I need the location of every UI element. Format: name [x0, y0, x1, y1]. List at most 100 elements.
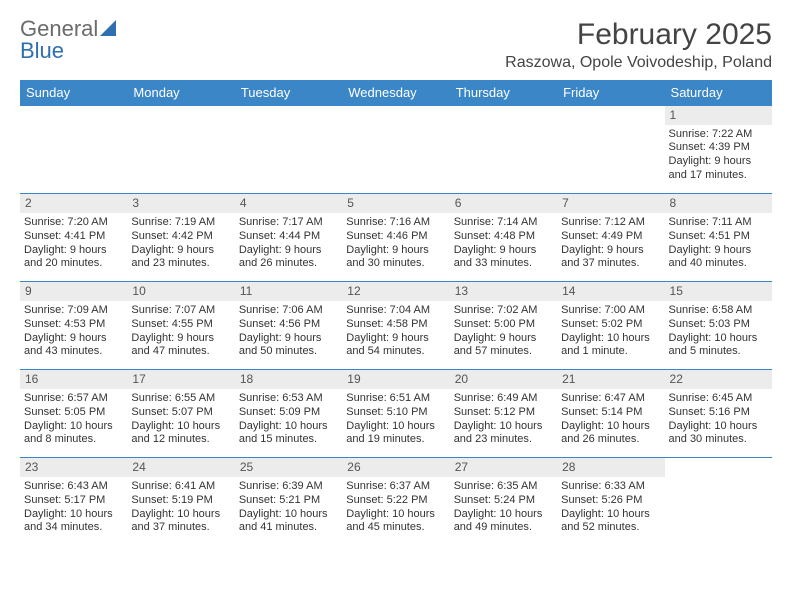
calendar-cell: [342, 106, 449, 194]
sunrise-text: Sunrise: 6:33 AM: [561, 480, 660, 494]
sunrise-text: Sunrise: 7:19 AM: [131, 216, 230, 230]
sunrise-text: Sunrise: 6:49 AM: [454, 392, 553, 406]
day-number: 18: [235, 370, 342, 389]
calendar-cell: 10Sunrise: 7:07 AMSunset: 4:55 PMDayligh…: [127, 282, 234, 370]
logo-sail-icon: [100, 20, 120, 36]
sunrise-text: Sunrise: 7:06 AM: [239, 304, 338, 318]
calendar-cell: 26Sunrise: 6:37 AMSunset: 5:22 PMDayligh…: [342, 458, 449, 546]
weekday-header-row: Sunday Monday Tuesday Wednesday Thursday…: [20, 80, 772, 106]
daylight-text: Daylight: 10 hours and 1 minute.: [561, 332, 660, 360]
calendar-cell: [557, 106, 664, 194]
day-number: 14: [557, 282, 664, 301]
daylight-text: Daylight: 10 hours and 12 minutes.: [131, 420, 230, 448]
daylight-text: Daylight: 9 hours and 33 minutes.: [454, 244, 553, 272]
calendar-cell: 7Sunrise: 7:12 AMSunset: 4:49 PMDaylight…: [557, 194, 664, 282]
day-number: 25: [235, 458, 342, 477]
sunrise-text: Sunrise: 6:35 AM: [454, 480, 553, 494]
sunset-text: Sunset: 4:42 PM: [131, 230, 230, 244]
calendar-row: 23Sunrise: 6:43 AMSunset: 5:17 PMDayligh…: [20, 458, 772, 546]
calendar-cell: [20, 106, 127, 194]
day-number: 3: [127, 194, 234, 213]
logo-text-2: Blue: [20, 38, 64, 63]
page-title: February 2025: [505, 18, 772, 52]
sunrise-text: Sunrise: 7:16 AM: [346, 216, 445, 230]
daylight-text: Daylight: 9 hours and 43 minutes.: [24, 332, 123, 360]
day-number: 2: [20, 194, 127, 213]
day-number: 4: [235, 194, 342, 213]
calendar-cell: 12Sunrise: 7:04 AMSunset: 4:58 PMDayligh…: [342, 282, 449, 370]
day-number: 26: [342, 458, 449, 477]
weekday-sat: Saturday: [665, 80, 772, 106]
sunrise-text: Sunrise: 6:39 AM: [239, 480, 338, 494]
sunrise-text: Sunrise: 7:00 AM: [561, 304, 660, 318]
day-number: 11: [235, 282, 342, 301]
sunrise-text: Sunrise: 6:58 AM: [669, 304, 768, 318]
sunset-text: Sunset: 4:41 PM: [24, 230, 123, 244]
sunset-text: Sunset: 5:19 PM: [131, 494, 230, 508]
sunset-text: Sunset: 5:22 PM: [346, 494, 445, 508]
daylight-text: Daylight: 10 hours and 5 minutes.: [669, 332, 768, 360]
sunset-text: Sunset: 4:44 PM: [239, 230, 338, 244]
day-number: 5: [342, 194, 449, 213]
day-number: 13: [450, 282, 557, 301]
calendar-cell: 4 Sunrise: 7:17 AMSunset: 4:44 PMDaylight…: [235, 194, 342, 282]
daylight-text: Daylight: 10 hours and 15 minutes.: [239, 420, 338, 448]
daylight-text: Daylight: 9 hours and 37 minutes.: [561, 244, 660, 272]
daylight-text: Daylight: 10 hours and 30 minutes.: [669, 420, 768, 448]
day-number: 17: [127, 370, 234, 389]
daylight-text: Daylight: 10 hours and 37 minutes.: [131, 508, 230, 536]
calendar-cell: 18 Sunrise: 6:53 AMSunset: 5:09 PMDayligh…: [235, 370, 342, 458]
weekday-sun: Sunday: [20, 80, 127, 106]
daylight-text: Daylight: 9 hours and 26 minutes.: [239, 244, 338, 272]
sunrise-text: Sunrise: 6:43 AM: [24, 480, 123, 494]
calendar-cell: 21Sunrise: 6:47 AMSunset: 5:14 PMDayligh…: [557, 370, 664, 458]
sunset-text: Sunset: 4:39 PM: [669, 141, 768, 155]
sunset-text: Sunset: 5:21 PM: [239, 494, 338, 508]
sunrise-text: Sunrise: 7:20 AM: [24, 216, 123, 230]
daylight-text: Daylight: 9 hours and 54 minutes.: [346, 332, 445, 360]
weekday-tue: Tuesday: [235, 80, 342, 106]
calendar-cell: 3Sunrise: 7:19 AMSunset: 4:42 PMDaylight…: [127, 194, 234, 282]
sunrise-text: Sunrise: 6:53 AM: [239, 392, 338, 406]
daylight-text: Daylight: 10 hours and 19 minutes.: [346, 420, 445, 448]
calendar-cell: 20Sunrise: 6:49 AMSunset: 5:12 PMDayligh…: [450, 370, 557, 458]
calendar-cell: 17 Sunrise: 6:55 AMSunset: 5:07 PMDayligh…: [127, 370, 234, 458]
sunset-text: Sunset: 4:53 PM: [24, 318, 123, 332]
sunset-text: Sunset: 5:03 PM: [669, 318, 768, 332]
day-number: 1: [665, 106, 772, 125]
logo-text: General Blue: [20, 18, 120, 62]
day-number: 16: [20, 370, 127, 389]
daylight-text: Daylight: 10 hours and 8 minutes.: [24, 420, 123, 448]
sunset-text: Sunset: 4:49 PM: [561, 230, 660, 244]
sunrise-text: Sunrise: 7:04 AM: [346, 304, 445, 318]
sunset-text: Sunset: 5:07 PM: [131, 406, 230, 420]
sunrise-text: Sunrise: 6:37 AM: [346, 480, 445, 494]
sunrise-text: Sunrise: 6:55 AM: [131, 392, 230, 406]
daylight-text: Daylight: 10 hours and 34 minutes.: [24, 508, 123, 536]
calendar-row: 16Sunrise: 6:57 AMSunset: 5:05 PMDayligh…: [20, 370, 772, 458]
calendar-cell: 16Sunrise: 6:57 AMSunset: 5:05 PMDayligh…: [20, 370, 127, 458]
logo: General Blue: [20, 18, 120, 62]
calendar-cell: 24Sunrise: 6:41 AMSunset: 5:19 PMDayligh…: [127, 458, 234, 546]
sunset-text: Sunset: 5:10 PM: [346, 406, 445, 420]
calendar-cell: [665, 458, 772, 546]
sunset-text: Sunset: 4:51 PM: [669, 230, 768, 244]
sunrise-text: Sunrise: 7:07 AM: [131, 304, 230, 318]
day-number: 28: [557, 458, 664, 477]
sunrise-text: Sunrise: 6:41 AM: [131, 480, 230, 494]
sunset-text: Sunset: 5:24 PM: [454, 494, 553, 508]
weekday-fri: Friday: [557, 80, 664, 106]
sunset-text: Sunset: 5:02 PM: [561, 318, 660, 332]
day-number: 10: [127, 282, 234, 301]
location-text: Raszowa, Opole Voivodeship, Poland: [505, 54, 772, 72]
calendar-cell: 1Sunrise: 7:22 AMSunset: 4:39 PMDaylight…: [665, 106, 772, 194]
sunset-text: Sunset: 5:09 PM: [239, 406, 338, 420]
day-number: 6: [450, 194, 557, 213]
sunrise-text: Sunrise: 7:17 AM: [239, 216, 338, 230]
calendar-cell: 25Sunrise: 6:39 AMSunset: 5:21 PMDayligh…: [235, 458, 342, 546]
calendar-cell: 27Sunrise: 6:35 AMSunset: 5:24 PMDayligh…: [450, 458, 557, 546]
sunrise-text: Sunrise: 7:22 AM: [669, 128, 768, 142]
sunset-text: Sunset: 4:58 PM: [346, 318, 445, 332]
calendar-cell: 14 Sunrise: 7:00 AMSunset: 5:02 PMDayligh…: [557, 282, 664, 370]
daylight-text: Daylight: 9 hours and 20 minutes.: [24, 244, 123, 272]
